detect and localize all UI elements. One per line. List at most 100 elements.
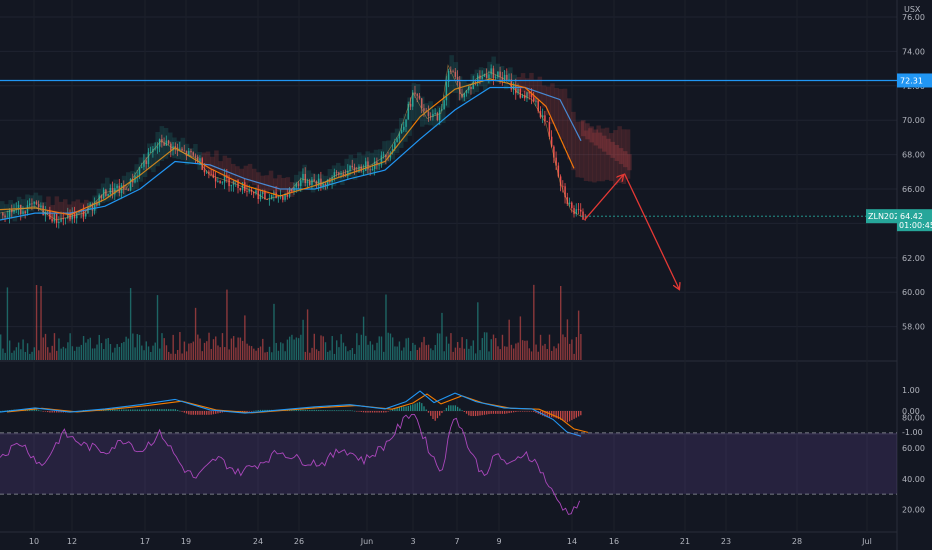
macd-histogram-bar bbox=[257, 410, 259, 411]
candle-body bbox=[322, 183, 324, 187]
candle-body bbox=[320, 178, 322, 187]
candle-body bbox=[165, 140, 168, 146]
candle-body bbox=[295, 183, 298, 188]
volume-bar bbox=[228, 349, 230, 360]
cloud-segment bbox=[260, 175, 265, 194]
countdown-label: 01:00:45 bbox=[899, 221, 932, 230]
candle-body bbox=[46, 210, 49, 212]
volume-bar bbox=[369, 341, 371, 360]
macd-histogram-bar bbox=[526, 411, 528, 412]
cloud-segment bbox=[201, 152, 207, 170]
candle-body bbox=[82, 210, 85, 217]
candle-body bbox=[550, 136, 553, 147]
candle-body bbox=[347, 170, 349, 176]
volume-bar bbox=[0, 334, 2, 360]
cloud-segment bbox=[369, 152, 375, 176]
candle-body bbox=[28, 203, 31, 206]
volume-bar bbox=[515, 343, 517, 360]
macd-histogram-bar bbox=[418, 401, 421, 411]
volume-bar bbox=[376, 342, 378, 360]
volume-bar bbox=[170, 353, 172, 360]
candle-body bbox=[562, 185, 564, 187]
macd-histogram-bar bbox=[127, 409, 129, 411]
candle-body bbox=[237, 180, 239, 188]
cloud-segment bbox=[50, 204, 55, 219]
volume-bar bbox=[580, 334, 582, 360]
candle-body bbox=[416, 94, 418, 96]
macd-histogram-bar bbox=[499, 411, 501, 414]
date-tick-label: Jun bbox=[360, 537, 374, 546]
volume-bar bbox=[443, 351, 445, 360]
cloud-segment bbox=[340, 165, 345, 186]
cloud-segment bbox=[235, 166, 240, 181]
macd-histogram-bar bbox=[347, 410, 349, 411]
candle-body bbox=[351, 165, 354, 168]
candle-body bbox=[250, 189, 253, 192]
macd-histogram-bar bbox=[150, 409, 152, 411]
cloud-segment bbox=[529, 72, 534, 98]
macd-histogram-bar bbox=[118, 409, 121, 411]
candle-body bbox=[96, 202, 98, 206]
cloud-segment bbox=[16, 196, 22, 215]
candle-body bbox=[494, 77, 497, 79]
cloud-segment bbox=[585, 123, 590, 140]
macd-histogram-bar bbox=[105, 409, 107, 411]
cloud-segment bbox=[0, 201, 5, 220]
volume-bar bbox=[159, 348, 161, 360]
volume-bar bbox=[488, 351, 490, 360]
cloud-segment bbox=[37, 195, 43, 213]
macd-histogram-bar bbox=[573, 411, 575, 419]
volume-bar bbox=[98, 334, 100, 360]
price-tick-label: 58.00 bbox=[902, 323, 925, 332]
volume-bar bbox=[103, 349, 105, 360]
volume-bar bbox=[526, 340, 528, 360]
volume-bar bbox=[508, 319, 510, 360]
candle-body bbox=[349, 165, 351, 171]
volume-bar bbox=[553, 346, 555, 360]
macd-histogram-bar bbox=[327, 410, 329, 411]
volume-bar bbox=[44, 333, 47, 360]
cloud-segment bbox=[277, 174, 282, 192]
cloud-segment bbox=[512, 74, 517, 89]
cloud-segment bbox=[79, 202, 85, 219]
candle-body bbox=[418, 95, 421, 99]
volume-bar bbox=[125, 336, 127, 360]
macd-histogram-bar bbox=[575, 411, 577, 418]
candle-body bbox=[436, 112, 439, 121]
macd-histogram-bar bbox=[441, 411, 443, 414]
candle-body bbox=[78, 211, 80, 213]
cloud-segment bbox=[226, 157, 232, 181]
macd-histogram-bar bbox=[486, 411, 488, 415]
macd-histogram-bar bbox=[492, 411, 495, 414]
macd-histogram-bar bbox=[349, 410, 351, 411]
volume-bar bbox=[150, 351, 152, 360]
candle-body bbox=[429, 115, 432, 117]
candle-body bbox=[306, 181, 309, 184]
candle-body bbox=[358, 166, 360, 172]
volume-bar bbox=[425, 345, 427, 360]
volume-bar bbox=[181, 353, 183, 360]
macd-histogram-bar bbox=[199, 411, 201, 415]
cloud-segment bbox=[625, 129, 631, 179]
candle-body bbox=[506, 74, 508, 80]
candle-body bbox=[248, 189, 250, 192]
volume-bar bbox=[230, 338, 233, 360]
volume-bar bbox=[353, 353, 356, 360]
volume-bar bbox=[560, 285, 562, 360]
cloud-segment bbox=[610, 141, 615, 158]
candle-body bbox=[270, 194, 273, 200]
cloud-segment bbox=[478, 67, 484, 87]
candle-body bbox=[183, 150, 186, 152]
macd-histogram-bar bbox=[425, 409, 427, 411]
volume-bar bbox=[329, 350, 331, 360]
cloud-segment bbox=[4, 204, 9, 219]
volume-bar bbox=[127, 338, 130, 360]
cloud-segment bbox=[273, 178, 278, 194]
macd-histogram-bar bbox=[320, 410, 322, 411]
volume-bar bbox=[197, 334, 199, 360]
volume-bar bbox=[555, 348, 557, 360]
candle-body bbox=[559, 176, 562, 186]
cloud-segment bbox=[403, 114, 408, 142]
volume-bar bbox=[71, 346, 74, 360]
